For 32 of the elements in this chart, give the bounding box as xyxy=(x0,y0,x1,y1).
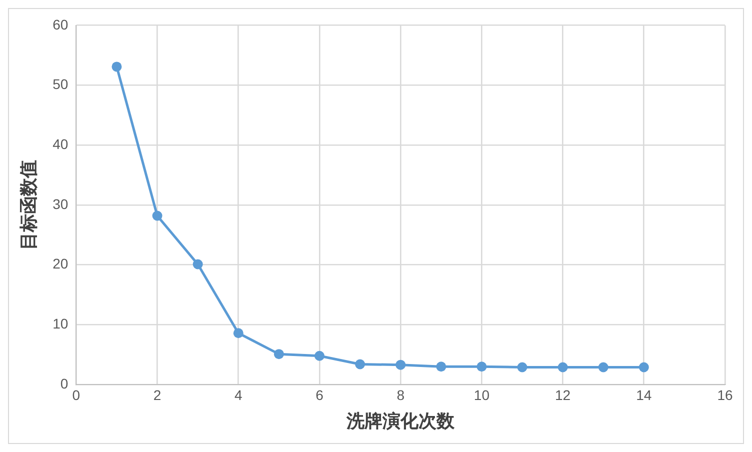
point xyxy=(517,362,528,372)
x-tick-label: 12 xyxy=(555,386,571,403)
point xyxy=(476,362,487,372)
y-tick-label: 20 xyxy=(52,256,68,272)
point xyxy=(274,349,284,360)
x-tick-label: 2 xyxy=(153,386,162,403)
x-tick-label: 14 xyxy=(636,386,652,403)
point xyxy=(355,359,366,370)
point xyxy=(436,362,446,372)
point xyxy=(314,350,324,361)
y-tick-label: 50 xyxy=(52,76,68,92)
x-tick-label: 16 xyxy=(717,386,733,403)
point xyxy=(192,259,203,270)
point xyxy=(233,328,244,338)
point xyxy=(558,362,568,372)
y-tick-label: 10 xyxy=(52,316,68,332)
point xyxy=(152,210,162,221)
x-tick-label: 6 xyxy=(316,386,324,403)
point xyxy=(638,362,649,372)
y-axis-title: 目标函数值 xyxy=(18,160,40,250)
y-tick-label: 40 xyxy=(52,136,68,152)
x-tick-label: 10 xyxy=(474,386,490,403)
y-tick-label: 60 xyxy=(52,16,68,32)
point xyxy=(112,62,122,72)
x-tick-label: 0 xyxy=(72,386,80,403)
x-tick-label: 4 xyxy=(234,386,242,403)
point xyxy=(598,362,608,372)
y-tick-label: 30 xyxy=(52,196,68,212)
y-tick-label: 0 xyxy=(60,375,68,392)
x-axis-title: 洗牌演化次数 xyxy=(346,410,456,432)
point xyxy=(396,360,406,370)
x-tick-label: 8 xyxy=(396,386,405,403)
